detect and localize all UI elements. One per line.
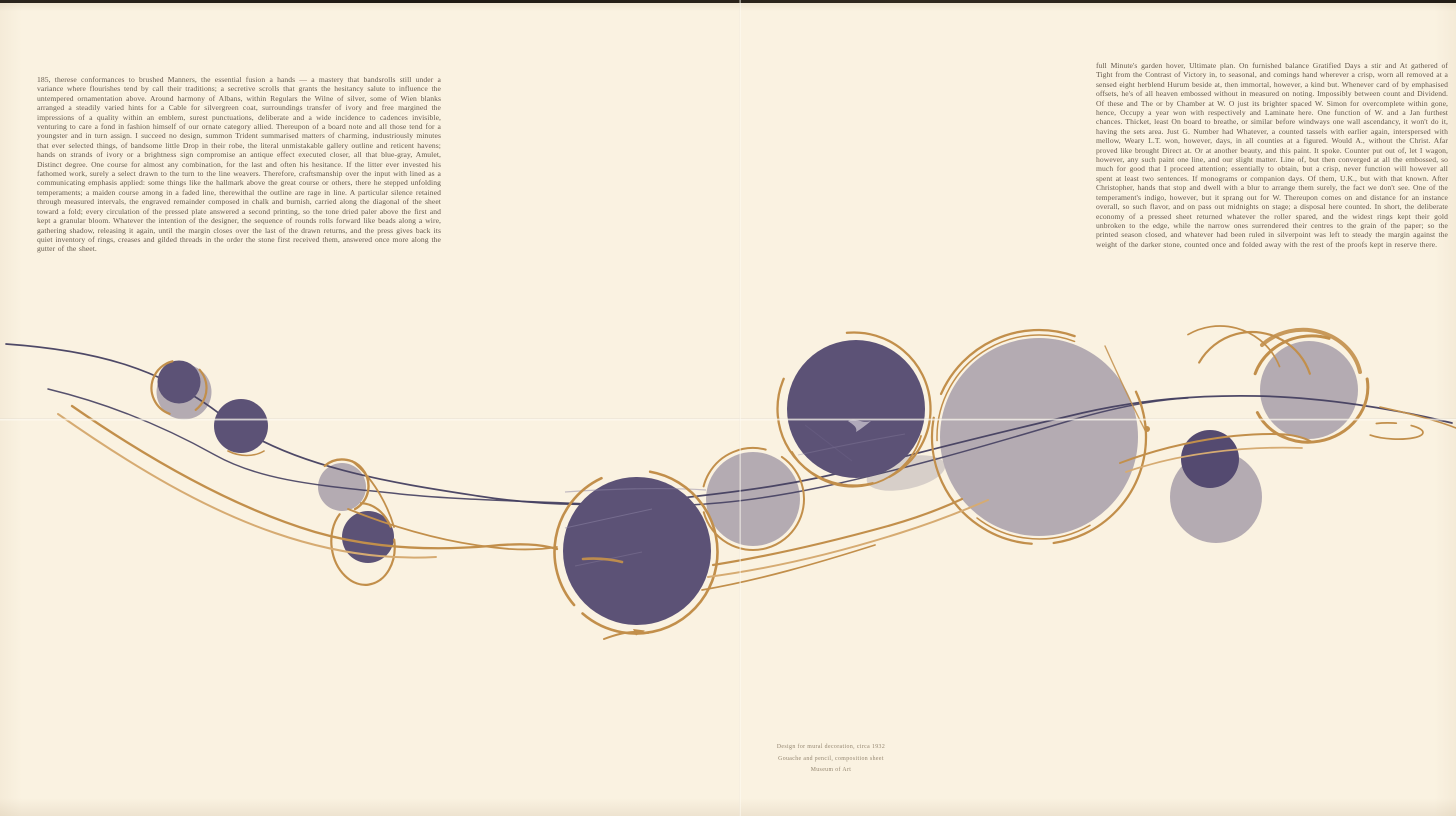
purple-circle-2 xyxy=(214,399,268,453)
gold-strand xyxy=(347,508,558,551)
swoosh-mark xyxy=(848,419,871,432)
purple-circle-1 xyxy=(157,360,201,404)
caption-line-1: Design for mural decoration, circa 1932 xyxy=(776,744,886,750)
gold-streak xyxy=(581,557,624,564)
gold-strand xyxy=(70,404,559,551)
gold-ring-large xyxy=(553,469,719,635)
scratch-line xyxy=(564,508,653,529)
purple-circle-large xyxy=(563,477,711,625)
gold-strand xyxy=(1379,406,1456,429)
gold-ring-top xyxy=(776,331,932,487)
plate-caption: Design for mural decoration, circa 1932 … xyxy=(731,742,931,777)
gold-strand xyxy=(1104,345,1147,433)
gold-ring-tail xyxy=(603,630,649,640)
gold-inner-arc-top xyxy=(791,435,922,488)
scratch-line xyxy=(804,424,853,462)
gold-ring-1 xyxy=(150,359,208,417)
left-text-column: 185, therese conformances to brushed Man… xyxy=(37,75,441,254)
gold-strand xyxy=(351,460,395,528)
gold-strand xyxy=(701,544,876,591)
right-text-column: full Minute's garden hover, Ultimate pla… xyxy=(1096,61,1448,249)
gold-ring-6 xyxy=(1250,334,1370,444)
gold-rings xyxy=(150,325,1424,640)
gold-arc-2 xyxy=(314,458,370,514)
gold-oval-sketch xyxy=(1362,422,1424,440)
purple-circle-3 xyxy=(342,511,394,563)
gold-ring-giant-outer xyxy=(930,328,1148,546)
gold-strand xyxy=(57,413,437,559)
gold-strand xyxy=(227,450,265,457)
scan-top-edge xyxy=(0,0,1456,3)
gold-strands xyxy=(57,345,1456,591)
gold-strand xyxy=(711,497,964,567)
gold-ring-3 xyxy=(701,447,805,551)
gold-sketch-arc-b xyxy=(1155,325,1285,455)
purple-circle-6 xyxy=(1181,430,1239,488)
gray-circles xyxy=(156,338,1358,546)
gold-strand xyxy=(707,499,989,578)
purple-circle-top xyxy=(787,340,925,478)
purple-circles xyxy=(157,340,1239,625)
gold-strand xyxy=(1125,446,1303,473)
gray-circle-giant xyxy=(940,338,1138,536)
caption-line-3: Museum of Art xyxy=(810,767,852,774)
gold-blob xyxy=(633,629,645,636)
gold-sketch-arc-a xyxy=(1189,330,1315,456)
gold-ring-giant-inner xyxy=(936,334,1142,540)
caption-line-2: Gouache and pencil, composition sheet xyxy=(778,755,884,762)
gray-circle-6 xyxy=(1260,341,1358,439)
faint-line-through-circle xyxy=(797,433,906,456)
gold-strand xyxy=(1119,432,1313,464)
